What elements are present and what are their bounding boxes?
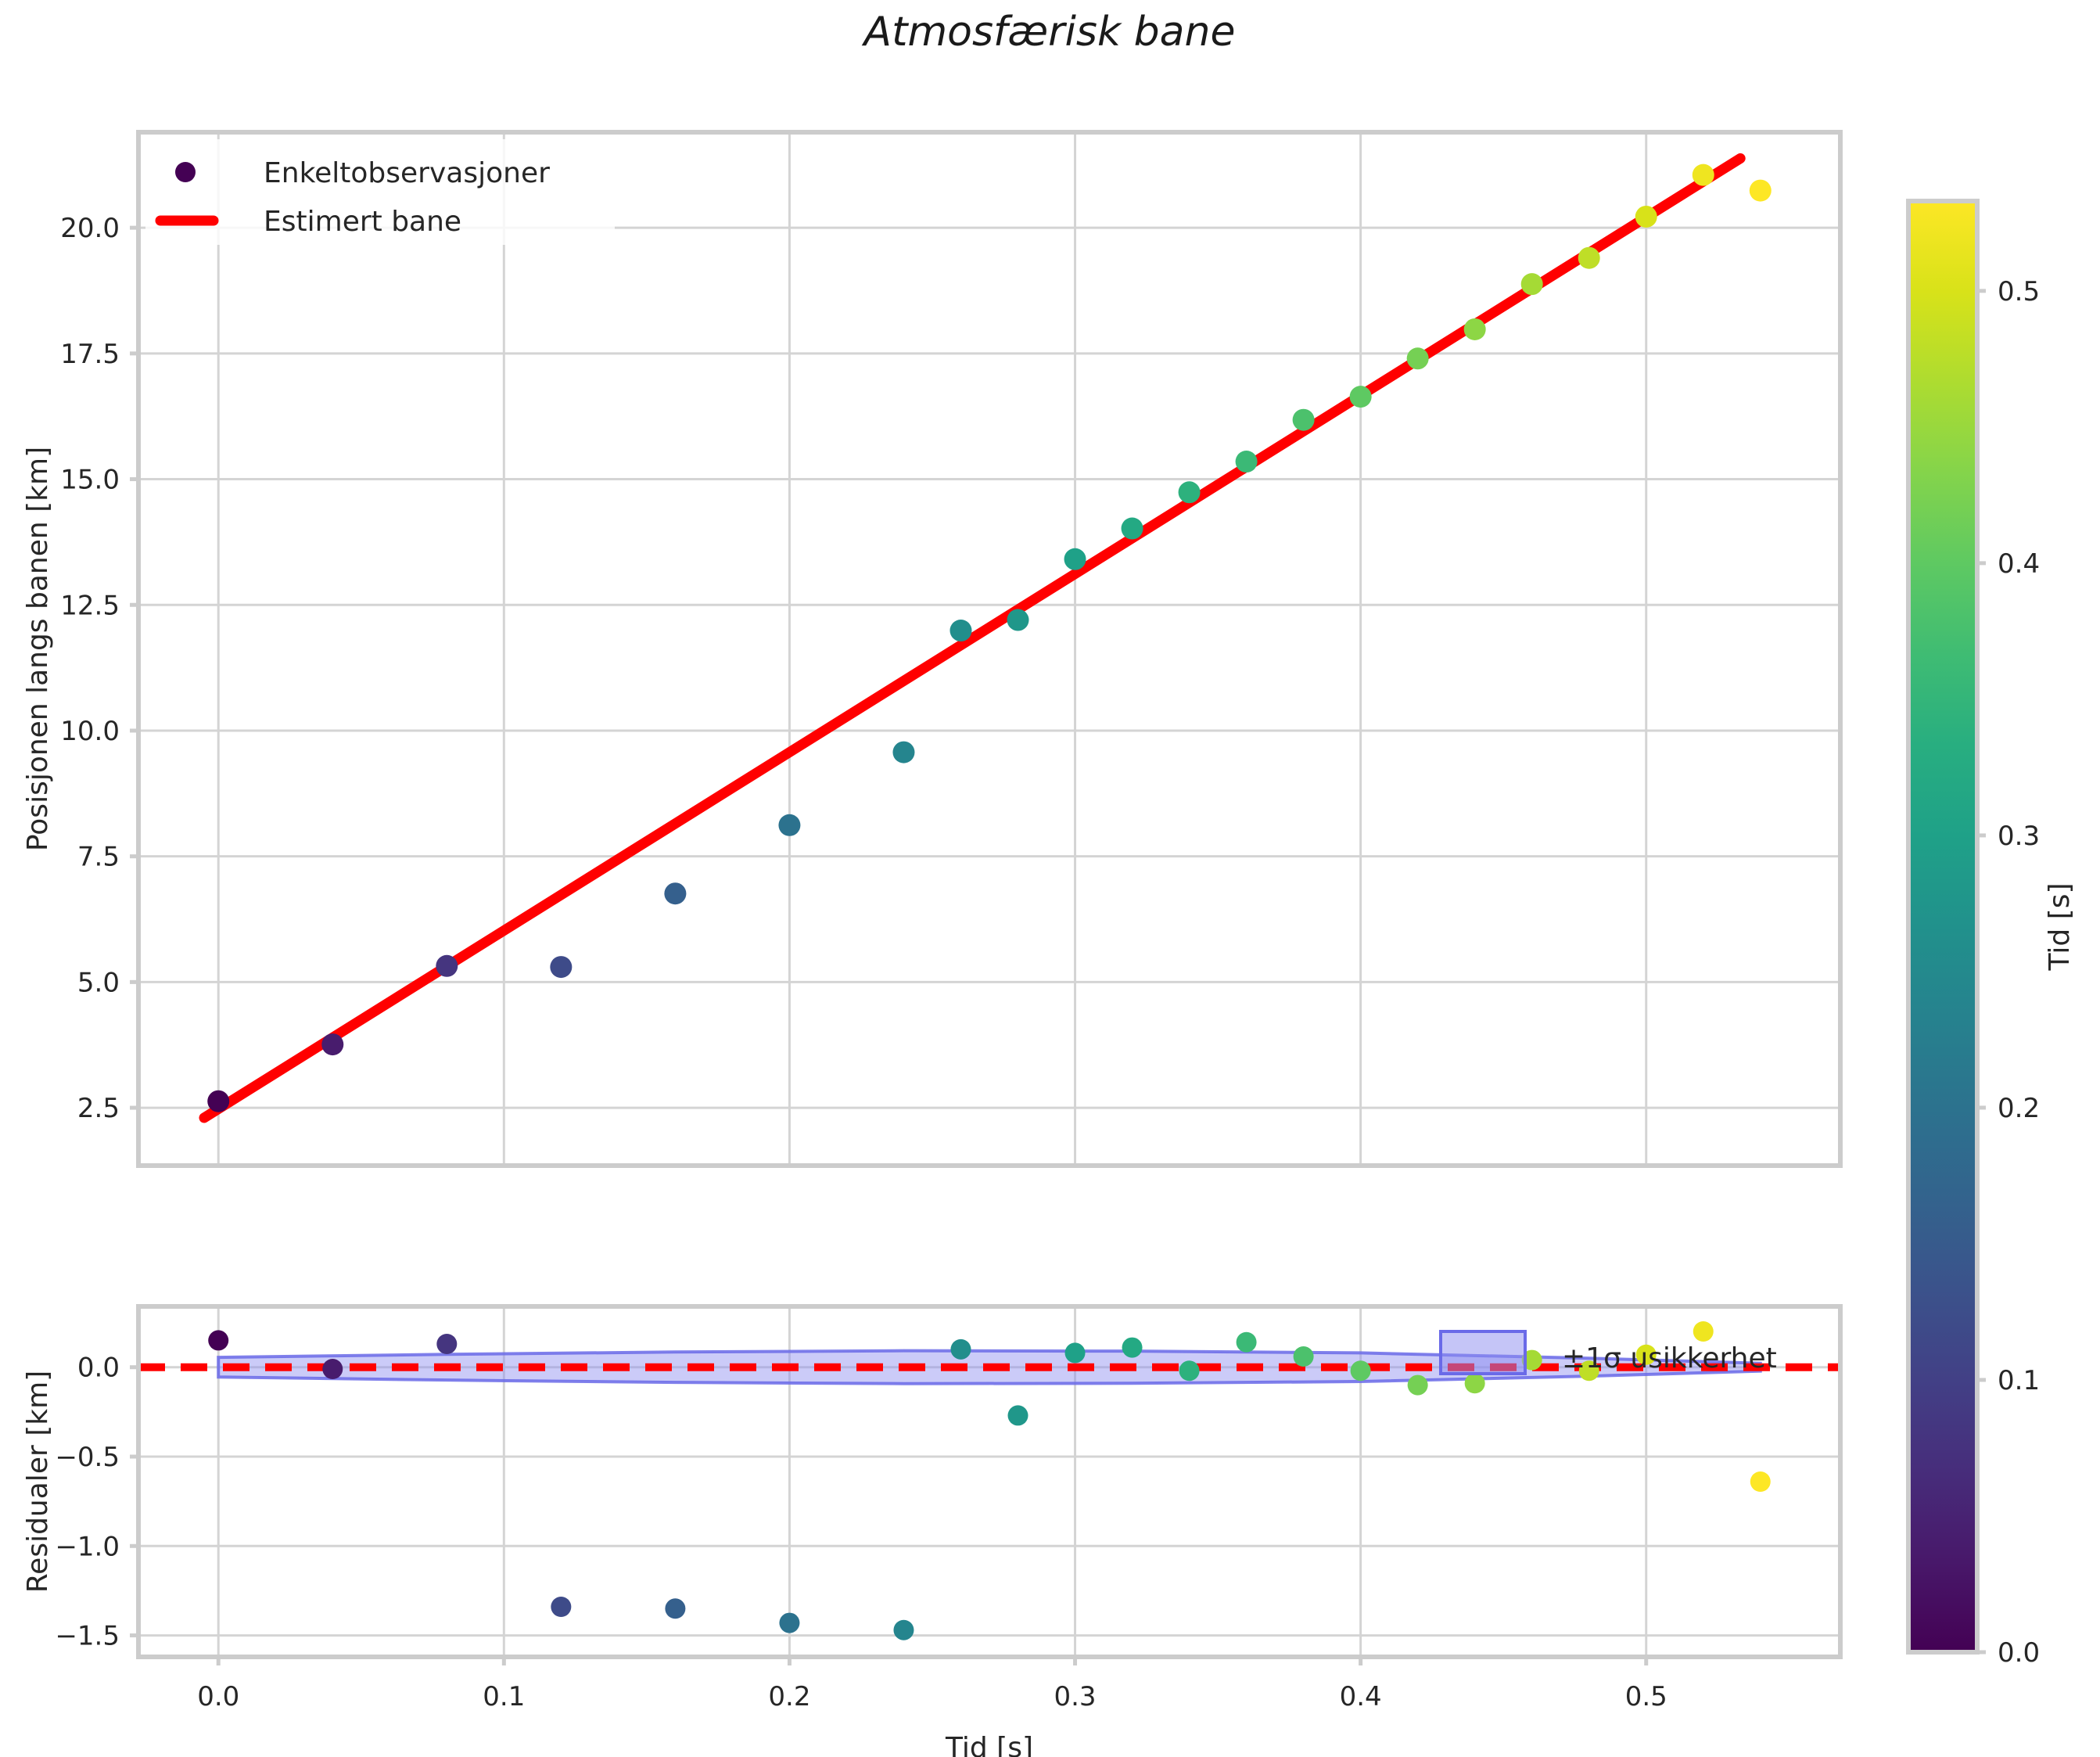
data-point[interactable] — [1463, 318, 1486, 340]
cbar-tick-label-4: 0.4 — [1998, 548, 2040, 580]
residual-point[interactable] — [1521, 1349, 1542, 1371]
cbar-tick-label-3: 0.3 — [1998, 821, 2040, 852]
page-title: Atmosfærisk bane — [862, 9, 1236, 56]
residual-point[interactable] — [779, 1612, 800, 1633]
residual-point[interactable] — [1293, 1346, 1314, 1367]
legend-bg — [145, 139, 615, 245]
data-point[interactable] — [1520, 273, 1543, 296]
ytick-label-4: 12.5 — [60, 590, 120, 621]
resid-y-ticks: 0.0 −0.5 −1.0 −1.5 — [55, 1353, 138, 1652]
residual-point[interactable] — [208, 1330, 229, 1351]
estimated-trajectory-line — [199, 153, 1746, 1123]
resid-ytick-label-1: −0.5 — [55, 1442, 120, 1473]
residual-point[interactable] — [1122, 1337, 1143, 1358]
residual-point[interactable] — [1578, 1360, 1599, 1382]
data-point[interactable] — [321, 1033, 344, 1056]
data-point[interactable] — [1406, 347, 1429, 370]
residual-point[interactable] — [893, 1619, 914, 1640]
residual-point[interactable] — [665, 1598, 686, 1619]
data-point[interactable] — [207, 1090, 230, 1112]
data-point[interactable] — [949, 620, 972, 642]
xtick-label-4: 0.4 — [1340, 1681, 1382, 1712]
data-point[interactable] — [550, 956, 573, 979]
xtick-label-0: 0.0 — [197, 1681, 239, 1712]
resid-ytick-label-3: −1.5 — [55, 1621, 120, 1652]
main-scatter — [207, 163, 1772, 1112]
residual-point[interactable] — [1179, 1360, 1200, 1382]
main-axes: 2.5 5.0 7.5 10.0 12.5 15.0 17.5 20.0 Posisjonen … — [22, 130, 1843, 1168]
resid-ytick-label-0: 0.0 — [77, 1353, 120, 1384]
cbar-tick-label-1: 0.1 — [1998, 1365, 2040, 1396]
legend-marker-uncertainty-band — [1439, 1330, 1527, 1375]
data-point[interactable] — [1178, 481, 1201, 504]
legend-marker-observations — [175, 162, 196, 182]
residual-point[interactable] — [1407, 1374, 1428, 1396]
resid-plot-frame — [136, 1304, 1843, 1659]
main-y-ticks: 2.5 5.0 7.5 10.0 12.5 15.0 17.5 20.0 — [60, 213, 138, 1124]
ytick-label-0: 2.5 — [77, 1093, 120, 1124]
legend-label-uncertainty-band: ±1σ usikkerhet — [1562, 1342, 1777, 1374]
main-legend: Enkeltobservasjoner Estimert bane — [145, 139, 615, 245]
resid-x-ticks: 0.0 0.1 0.2 0.3 0.4 0.5 — [197, 1657, 1667, 1712]
resid-x-axis-label: Tid [s] — [945, 1732, 1033, 1757]
data-point[interactable] — [1007, 609, 1029, 631]
ytick-label-3: 10.0 — [60, 716, 120, 747]
colorbar: 0.0 0.1 0.2 0.3 0.4 0.5 Tid [s] — [1906, 199, 2076, 1669]
data-point[interactable] — [1635, 205, 1657, 228]
residual-point[interactable] — [322, 1359, 343, 1379]
data-point[interactable] — [1749, 179, 1772, 202]
legend-label-observations: Enkeltobservasjoner — [264, 157, 550, 189]
ytick-label-5: 15.0 — [60, 465, 120, 496]
data-point[interactable] — [664, 882, 687, 905]
residual-point[interactable] — [1693, 1321, 1714, 1342]
data-point[interactable] — [1349, 386, 1372, 408]
residual-point[interactable] — [1464, 1373, 1485, 1394]
main-plot-frame — [136, 130, 1843, 1168]
main-y-axis-label: Posisjonen langs banen [km] — [22, 447, 54, 851]
data-point[interactable] — [1121, 517, 1143, 540]
cbar-tick-label-5: 0.5 — [1998, 276, 2040, 307]
data-point[interactable] — [1692, 163, 1714, 186]
colorbar-ticks: 0.0 0.1 0.2 0.3 0.4 0.5 — [1977, 276, 2040, 1669]
xtick-label-3: 0.3 — [1054, 1681, 1096, 1712]
data-point[interactable] — [1292, 408, 1315, 431]
data-point[interactable] — [892, 741, 915, 764]
xtick-label-5: 0.5 — [1625, 1681, 1667, 1712]
residual-point[interactable] — [1350, 1360, 1371, 1382]
data-point[interactable] — [1578, 246, 1600, 269]
residual-point[interactable] — [436, 1334, 458, 1354]
xtick-label-2: 0.2 — [768, 1681, 810, 1712]
cbar-tick-label-0: 0.0 — [1998, 1637, 2040, 1669]
fit-line-group — [199, 153, 1746, 1123]
resid-y-axis-label: Residualer [km] — [22, 1371, 54, 1593]
ytick-label-2: 7.5 — [77, 842, 120, 873]
data-point[interactable] — [1235, 451, 1258, 473]
main-gridlines — [138, 132, 1840, 1166]
colorbar-label: Tid [s] — [2044, 882, 2076, 971]
main-plot-bg — [138, 132, 1840, 1166]
cbar-tick-label-2: 0.2 — [1998, 1093, 2040, 1124]
data-point[interactable] — [778, 814, 801, 836]
data-point[interactable] — [1064, 548, 1086, 570]
residual-point[interactable] — [1236, 1331, 1257, 1353]
resid-ytick-label-2: −1.0 — [55, 1531, 120, 1562]
ytick-label-1: 5.0 — [77, 967, 120, 998]
residual-point[interactable] — [1007, 1405, 1028, 1426]
residual-point[interactable] — [1064, 1342, 1086, 1364]
ytick-label-7: 20.0 — [60, 213, 120, 244]
residual-scatter — [208, 1321, 1771, 1640]
residual-point[interactable] — [551, 1597, 572, 1617]
legend-label-fit-line: Estimert bane — [264, 206, 461, 238]
data-point[interactable] — [436, 954, 458, 977]
residual-point[interactable] — [1750, 1471, 1771, 1492]
xtick-label-1: 0.1 — [483, 1681, 525, 1712]
residual-legend: ±1σ usikkerhet — [1439, 1330, 1777, 1375]
ytick-label-6: 17.5 — [60, 339, 120, 370]
residual-point[interactable] — [1635, 1344, 1657, 1365]
residual-point[interactable] — [950, 1338, 971, 1360]
colorbar-gradient — [1906, 199, 1980, 1655]
